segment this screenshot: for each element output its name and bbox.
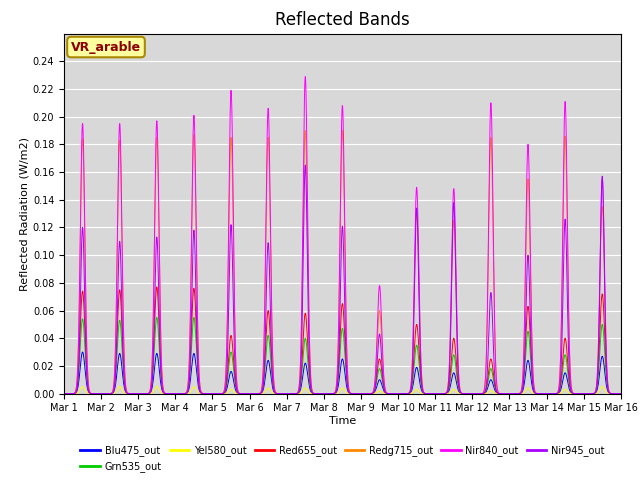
Yel580_out bbox=[468, 391, 476, 396]
Yel580_out bbox=[79, 384, 86, 390]
Yel580_out bbox=[419, 391, 427, 396]
Redg715_out bbox=[615, 391, 623, 396]
Nir840_out bbox=[301, 73, 309, 79]
Redg715_out bbox=[301, 128, 309, 133]
Redg715_out bbox=[419, 388, 427, 394]
Grn535_out bbox=[173, 391, 181, 396]
Yel580_out bbox=[269, 390, 276, 396]
Nir840_out bbox=[615, 391, 623, 396]
Title: Reflected Bands: Reflected Bands bbox=[275, 11, 410, 29]
Blu475_out bbox=[615, 391, 623, 396]
Redg715_out bbox=[499, 391, 506, 396]
Grn535_out bbox=[617, 391, 625, 396]
Blu475_out bbox=[617, 391, 625, 396]
Redg715_out bbox=[179, 391, 187, 396]
Line: Nir840_out: Nir840_out bbox=[64, 76, 621, 394]
Yel580_out bbox=[60, 391, 68, 396]
Red655_out bbox=[173, 391, 181, 396]
Nir840_out bbox=[173, 391, 181, 396]
Nir945_out bbox=[269, 373, 276, 379]
Nir945_out bbox=[499, 391, 506, 396]
Grn535_out bbox=[153, 314, 161, 320]
Blu475_out bbox=[173, 391, 181, 396]
Yel580_out bbox=[617, 391, 625, 396]
Nir840_out bbox=[499, 391, 506, 396]
Grn535_out bbox=[468, 391, 476, 396]
Line: Blu475_out: Blu475_out bbox=[64, 352, 621, 394]
Line: Nir945_out: Nir945_out bbox=[64, 165, 621, 394]
Blu475_out bbox=[60, 391, 68, 396]
Blu475_out bbox=[468, 391, 476, 396]
Red655_out bbox=[153, 284, 161, 290]
Nir945_out bbox=[615, 391, 623, 396]
Text: VR_arable: VR_arable bbox=[71, 40, 141, 54]
Grn535_out bbox=[269, 379, 276, 385]
X-axis label: Time: Time bbox=[329, 416, 356, 426]
Line: Grn535_out: Grn535_out bbox=[64, 317, 621, 394]
Red655_out bbox=[269, 374, 276, 380]
Red655_out bbox=[615, 391, 623, 396]
Y-axis label: Reflected Radiation (W/m2): Reflected Radiation (W/m2) bbox=[20, 137, 30, 290]
Red655_out bbox=[617, 391, 625, 396]
Blu475_out bbox=[79, 349, 86, 355]
Nir945_out bbox=[617, 391, 625, 396]
Yel580_out bbox=[499, 391, 506, 396]
Blu475_out bbox=[419, 390, 427, 396]
Legend: Blu475_out, Grn535_out, Yel580_out, Red655_out, Redg715_out, Nir840_out, Nir945_: Blu475_out, Grn535_out, Yel580_out, Red6… bbox=[77, 442, 608, 476]
Line: Redg715_out: Redg715_out bbox=[64, 131, 621, 394]
Blu475_out bbox=[269, 384, 276, 390]
Yel580_out bbox=[179, 391, 187, 396]
Grn535_out bbox=[615, 391, 623, 396]
Yel580_out bbox=[615, 391, 623, 396]
Nir840_out bbox=[269, 345, 276, 351]
Nir840_out bbox=[617, 391, 625, 396]
Nir945_out bbox=[179, 391, 187, 396]
Red655_out bbox=[499, 391, 506, 396]
Grn535_out bbox=[499, 391, 506, 396]
Red655_out bbox=[468, 391, 476, 396]
Red655_out bbox=[419, 389, 427, 395]
Grn535_out bbox=[60, 391, 68, 396]
Nir840_out bbox=[419, 388, 427, 394]
Yel580_out bbox=[173, 391, 181, 396]
Nir945_out bbox=[60, 391, 68, 396]
Line: Yel580_out: Yel580_out bbox=[64, 387, 621, 394]
Blu475_out bbox=[179, 391, 187, 396]
Nir840_out bbox=[60, 391, 68, 396]
Nir945_out bbox=[301, 162, 309, 168]
Grn535_out bbox=[179, 391, 187, 396]
Nir945_out bbox=[173, 391, 181, 396]
Blu475_out bbox=[499, 391, 506, 396]
Redg715_out bbox=[269, 345, 276, 350]
Line: Red655_out: Red655_out bbox=[64, 287, 621, 394]
Nir840_out bbox=[179, 391, 187, 396]
Red655_out bbox=[179, 391, 187, 396]
Redg715_out bbox=[173, 391, 181, 396]
Redg715_out bbox=[60, 391, 68, 396]
Red655_out bbox=[60, 391, 68, 396]
Nir945_out bbox=[419, 390, 427, 396]
Grn535_out bbox=[419, 390, 427, 396]
Redg715_out bbox=[617, 391, 625, 396]
